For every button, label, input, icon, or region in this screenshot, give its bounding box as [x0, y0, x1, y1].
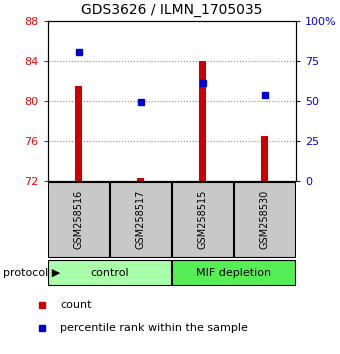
Bar — [48, 182, 109, 257]
Bar — [75, 86, 82, 181]
Bar — [137, 178, 144, 181]
Bar — [261, 136, 269, 181]
Bar — [172, 260, 295, 285]
Text: GSM258516: GSM258516 — [74, 190, 84, 249]
Bar — [172, 182, 233, 257]
Text: GSM258515: GSM258515 — [198, 190, 208, 249]
Bar — [110, 182, 171, 257]
Text: protocol ▶: protocol ▶ — [3, 268, 61, 278]
Text: control: control — [90, 268, 129, 278]
Text: count: count — [60, 300, 91, 310]
Text: GSM258517: GSM258517 — [136, 190, 146, 249]
Title: GDS3626 / ILMN_1705035: GDS3626 / ILMN_1705035 — [81, 4, 262, 17]
Bar — [48, 260, 171, 285]
Bar — [199, 61, 206, 181]
Text: percentile rank within the sample: percentile rank within the sample — [60, 323, 248, 333]
Text: GSM258530: GSM258530 — [260, 190, 270, 249]
Bar — [234, 182, 295, 257]
Text: MIF depletion: MIF depletion — [196, 268, 271, 278]
